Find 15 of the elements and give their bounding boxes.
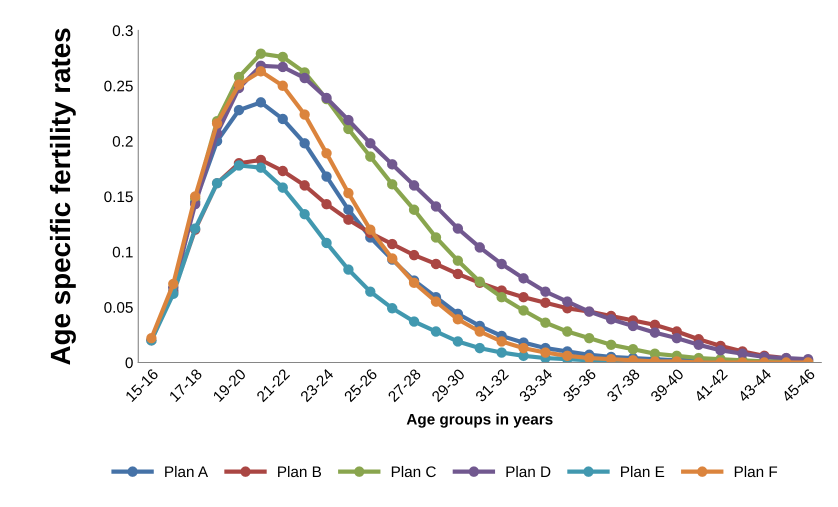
- y-tick-label: 0: [126, 357, 133, 368]
- y-tick-label: 0.1: [112, 246, 133, 258]
- legend-label: Plan C: [392, 466, 436, 478]
- x-axis-title: Age groups in years: [406, 413, 553, 428]
- y-tick-label: 0.25: [104, 80, 133, 92]
- legend-label: Plan F: [734, 466, 778, 478]
- y-tick-label: 0.2: [112, 136, 133, 147]
- y-tick-label: 0.05: [104, 302, 133, 313]
- legend-label: Plan A: [165, 466, 208, 478]
- legend-label: Plan D: [506, 466, 550, 478]
- legend-label: Plan B: [278, 466, 322, 478]
- y-tick-label: 0.3: [112, 25, 133, 36]
- y-tick-label: 0.15: [104, 191, 133, 202]
- y-axis-title: Age specific fertility rates: [50, 28, 76, 365]
- legend-label: Plan E: [621, 466, 664, 478]
